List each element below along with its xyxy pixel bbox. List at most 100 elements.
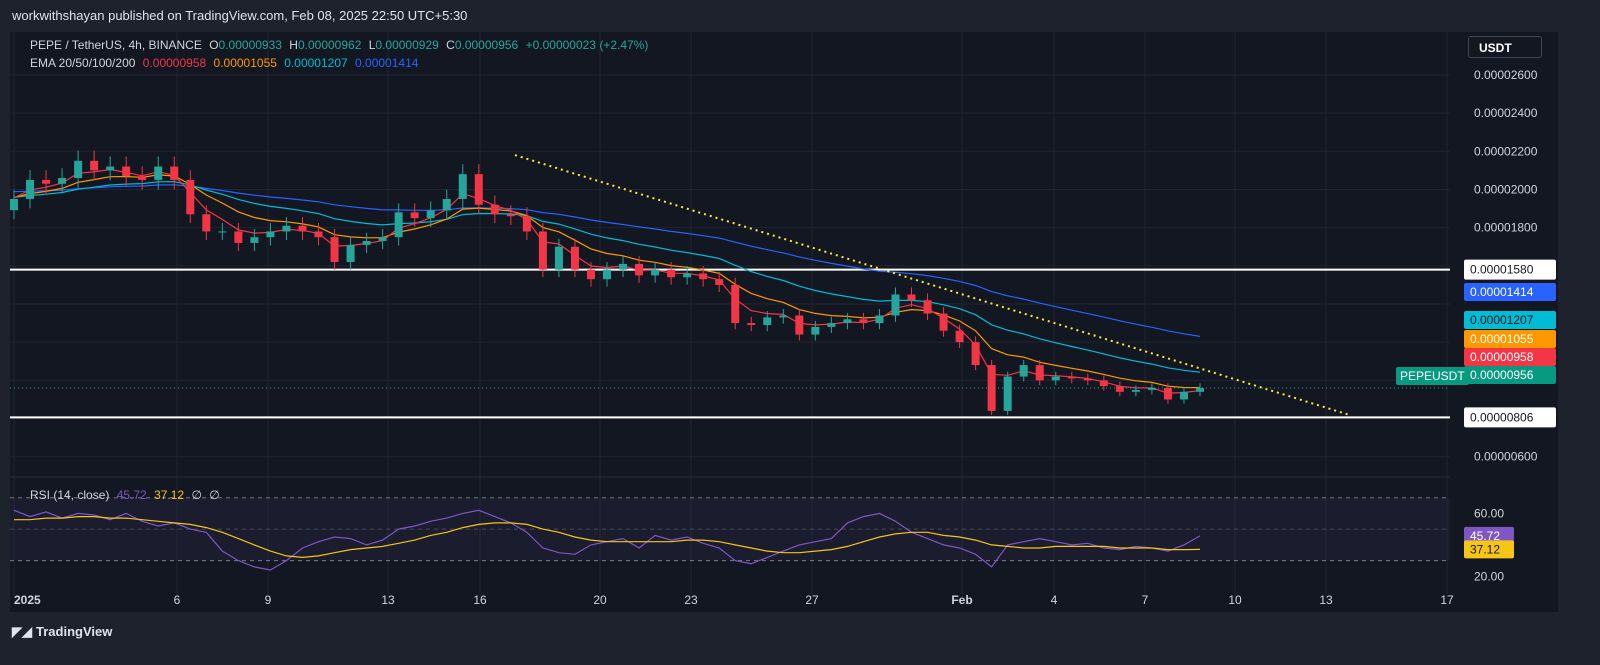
candle-up	[282, 225, 291, 232]
candle-down	[699, 273, 708, 280]
candle-down	[186, 179, 195, 215]
rsi-tick-label: 60.00	[1474, 506, 1504, 520]
time-tick-label: 13	[1319, 593, 1333, 607]
time-tick-label: 23	[684, 593, 698, 607]
level-label: 0.00000806	[1470, 410, 1534, 424]
candle-up	[875, 315, 884, 324]
candle-up	[10, 199, 18, 211]
candle-down	[298, 225, 307, 232]
time-tick-label: 4	[1051, 593, 1058, 607]
candle-up	[811, 326, 820, 335]
candle-up	[1051, 376, 1060, 381]
candle-down	[1099, 380, 1108, 387]
price-label-bg	[1464, 348, 1556, 366]
candle-up	[250, 237, 259, 243]
price-tick-label: 0.00002600	[1474, 68, 1538, 82]
level-label-bg	[1464, 407, 1556, 428]
level-label-bg	[1464, 259, 1556, 280]
ema100-value: 0.00001207	[284, 56, 348, 70]
ema-legend: EMA 20/50/100/200 0.00000958 0.00001055 …	[30, 56, 422, 70]
candle-down	[138, 176, 147, 180]
candle-down	[923, 300, 932, 314]
time-tick-label: 17	[1440, 593, 1454, 607]
price-tick-label: 0.00000600	[1474, 450, 1538, 464]
price-label-ema100: 0.00001207	[1470, 313, 1534, 327]
level-label: 0.00001580	[1470, 263, 1534, 277]
candle-down	[490, 204, 499, 215]
rsi-extra-1: ∅	[191, 488, 202, 502]
candle-down	[795, 315, 804, 335]
time-tick-label: 27	[805, 593, 819, 607]
price-label-last: 0.00000956	[1470, 368, 1534, 382]
candle-down	[747, 323, 756, 325]
price-label-ema200: 0.00001414	[1470, 285, 1534, 299]
candle-down	[1035, 365, 1044, 381]
close-label: C	[446, 38, 455, 52]
tradingview-logo[interactable]: ◤◢ TradingView	[12, 624, 112, 640]
candle-down	[90, 160, 99, 171]
candle-down	[1083, 378, 1092, 381]
candle-up	[1003, 376, 1012, 411]
rsi-tick-label: 20.00	[1474, 569, 1504, 583]
price-label-ema20: 0.00000958	[1470, 350, 1534, 364]
candle-down	[474, 174, 483, 205]
ema-label[interactable]: EMA 20/50/100/200	[30, 56, 136, 70]
time-tick-label: 10	[1228, 593, 1242, 607]
chart-area[interactable]: 0.00002600 0.00002400 0.00002200 0.00002000…	[10, 32, 1558, 612]
candle-up	[362, 241, 371, 245]
candle-up	[26, 179, 35, 199]
descending-trendline	[514, 154, 1351, 417]
close-value: 0.00000956	[454, 38, 519, 52]
rsi-legend: RSI (14, close) 45.72 37.12 ∅ ∅	[30, 488, 224, 502]
candle-up	[1147, 388, 1156, 390]
price-label-bg	[1464, 311, 1556, 329]
candle-up	[619, 263, 628, 270]
candle-up	[843, 319, 852, 324]
candle-down	[667, 269, 676, 278]
tv-logo-icon: ◤◢	[12, 624, 32, 639]
candle-down	[586, 269, 595, 280]
candle-down	[971, 342, 980, 366]
candle-up	[58, 178, 67, 184]
publisher-header: workwithshayan published on TradingView.…	[0, 0, 1600, 32]
candle-down	[635, 263, 644, 276]
open-value: 0.00000933	[218, 38, 282, 52]
low-label: L	[368, 38, 376, 52]
price-label-ema50: 0.00001055	[1470, 332, 1534, 346]
candle-up	[763, 317, 772, 325]
chart-canvas[interactable]: 0.00002600 0.00002400 0.00002200 0.00002000…	[10, 32, 1558, 612]
candle-up	[1179, 391, 1188, 400]
candle-up	[266, 231, 275, 238]
rsi-label[interactable]: RSI (14, close)	[30, 488, 110, 502]
candle-down	[731, 284, 740, 324]
candle-up	[651, 269, 660, 276]
ema20-value: 0.00000958	[142, 56, 207, 70]
rsi-value-bg	[1464, 540, 1514, 559]
candle-down	[1067, 376, 1076, 379]
candle-down	[42, 179, 51, 184]
time-tick-label: 9	[265, 593, 272, 607]
candle-up	[106, 166, 115, 171]
time-tick-label: 6	[174, 593, 181, 607]
currency-button[interactable]: USDT	[1468, 36, 1542, 58]
candle-down	[330, 237, 339, 262]
time-tick-label: Feb	[951, 593, 972, 607]
candle-down	[506, 214, 515, 217]
rsi-ma-line	[14, 516, 1201, 559]
ema50-value: 0.00001055	[213, 56, 277, 70]
candle-down	[859, 319, 868, 324]
candle-up	[891, 294, 900, 316]
time-tick-label: 2025	[14, 593, 41, 607]
candle-up	[779, 315, 788, 318]
candle-down	[955, 330, 964, 343]
candle-up	[554, 246, 563, 270]
candle-down	[715, 279, 724, 285]
candle-down	[987, 365, 996, 411]
time-tick-label: 13	[381, 593, 395, 607]
candle-up	[74, 160, 83, 178]
symbol-label[interactable]: PEPE / TetherUS, 4h, BINANCE	[30, 38, 202, 52]
open-label: O	[209, 38, 219, 52]
candle-up	[378, 237, 387, 241]
price-tick-label: 0.00002200	[1474, 144, 1538, 158]
symbol-tag: PEPEUSDT	[1396, 367, 1469, 385]
